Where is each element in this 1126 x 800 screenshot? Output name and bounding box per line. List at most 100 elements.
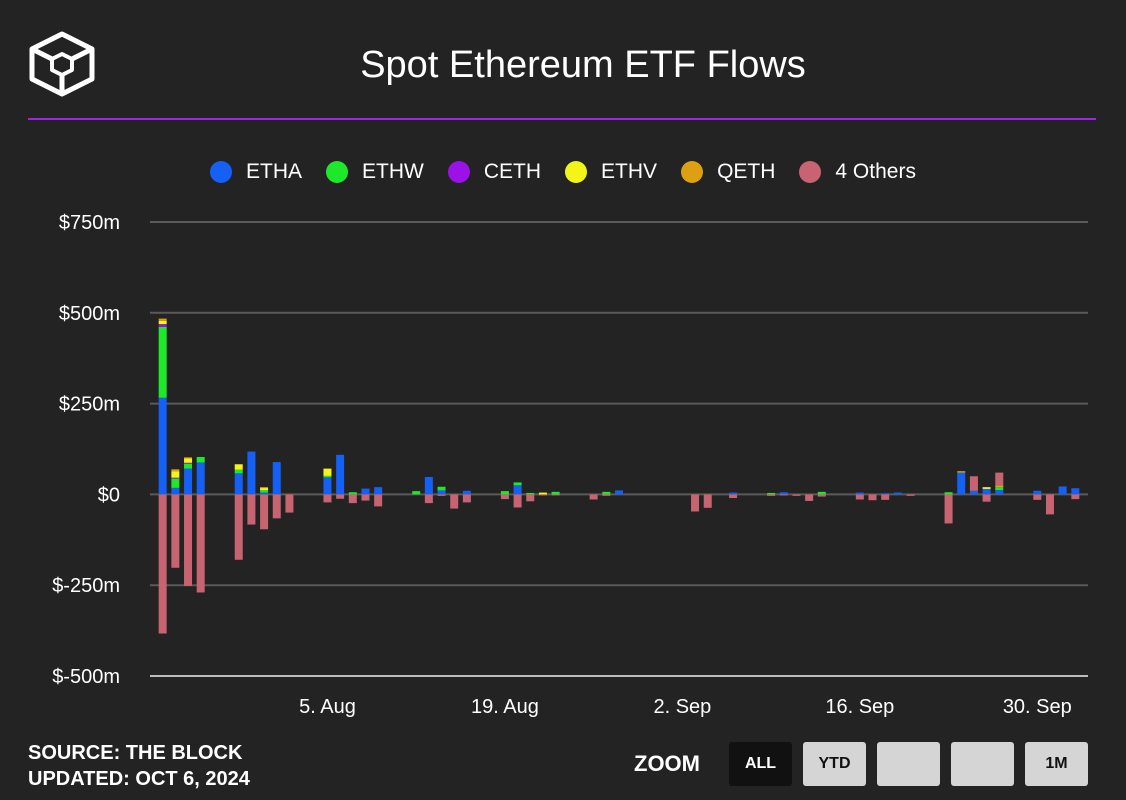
bar-ethv	[323, 468, 332, 476]
bar-4-others	[817, 494, 826, 497]
zoom-1m-button[interactable]: 1M	[1025, 742, 1088, 786]
bar-4-others	[437, 494, 446, 496]
bar-4-others	[767, 494, 776, 496]
bar-etha	[323, 477, 332, 495]
bar-4-others	[158, 494, 167, 634]
bar-4-others	[538, 494, 547, 496]
bar-4-others	[944, 494, 953, 524]
legend-label: CETH	[483, 160, 542, 183]
zoom-ytd-button[interactable]: YTD	[803, 742, 866, 786]
y-tick-label: $750m	[59, 212, 120, 234]
bar-4-others	[602, 494, 611, 496]
bar-etha	[1058, 486, 1067, 495]
bar-etha	[982, 488, 991, 495]
legend-marker	[210, 161, 233, 183]
bar-qeth	[158, 318, 167, 321]
bar-4-others	[272, 494, 281, 519]
bar-etha	[260, 492, 269, 495]
legend-item-etha[interactable]: ETHA	[210, 160, 302, 184]
legend-marker	[326, 161, 349, 183]
bar-etha	[893, 492, 902, 495]
bar-etha	[779, 492, 788, 495]
bar-ethw	[234, 469, 243, 474]
legend-label: 4 Others	[835, 160, 916, 183]
bar-etha	[437, 490, 446, 495]
bar-4-others	[196, 494, 205, 593]
bar-4-others	[1045, 494, 1054, 515]
bar-4-others	[462, 494, 471, 503]
legend-label: ETHV	[601, 160, 658, 183]
bar-etha	[196, 462, 205, 495]
y-tick-label: $0	[98, 484, 120, 506]
bar-ethv	[982, 487, 991, 489]
bar-4-others	[982, 494, 991, 502]
legend-item-ceth[interactable]: CETH	[447, 160, 542, 184]
bar-ethv	[184, 458, 193, 463]
bar-4-others	[551, 494, 560, 496]
zoom-all-button[interactable]: ALL	[729, 742, 792, 786]
bar-ethw	[551, 491, 560, 495]
bar-4-others	[285, 494, 294, 513]
bar-etha	[374, 487, 383, 495]
bar-4-others	[855, 494, 864, 500]
bar-4-others	[779, 494, 788, 496]
bar-qeth	[995, 485, 1004, 488]
legend-item-qeth[interactable]: QETH	[681, 160, 775, 184]
title-divider	[28, 118, 1096, 120]
bar-qeth	[171, 469, 180, 472]
bar-4-others	[513, 494, 522, 508]
bar-ethw	[196, 456, 205, 463]
bar-qeth	[260, 487, 269, 489]
bar-4-others	[589, 494, 598, 500]
bar-ethw	[944, 492, 953, 495]
bar-ethv	[234, 464, 243, 470]
bar-ethv	[538, 492, 547, 495]
bar-ethw	[767, 492, 776, 495]
bar-4-others	[691, 494, 700, 512]
bar-etha	[729, 492, 738, 495]
legend-marker	[447, 161, 470, 183]
bar-qeth	[957, 471, 966, 473]
bar-etha	[336, 454, 345, 495]
zoom-controls: ZOOM ALL YTD 1M	[634, 742, 1088, 786]
zoom-blank-button-2[interactable]	[951, 742, 1014, 786]
legend-item-ethw[interactable]: ETHW	[326, 160, 424, 184]
bar-ethw	[500, 491, 509, 495]
bar-4-others	[805, 494, 814, 501]
updated-text: UPDATED: OCT 6, 2024	[28, 768, 250, 790]
bar-4-others	[729, 494, 738, 499]
legend-label: QETH	[717, 160, 776, 183]
bar-etha	[171, 487, 180, 495]
bar-ceth	[184, 462, 193, 464]
bar-ethw	[184, 463, 193, 469]
bar-4-others	[424, 494, 433, 504]
legend-item-4-others[interactable]: 4 Others	[799, 160, 916, 184]
bar-ethw	[602, 491, 611, 495]
bar-etha	[957, 472, 966, 495]
bar-ethw	[158, 326, 167, 398]
bar-4-others	[260, 494, 269, 530]
bar-ethv	[260, 487, 269, 491]
zoom-blank-button-1[interactable]	[877, 742, 940, 786]
legend-marker	[681, 161, 704, 183]
bar-4-others	[906, 494, 915, 496]
bar-ethw	[817, 491, 826, 495]
bar-4-others	[995, 472, 1004, 486]
bar-4-others	[1071, 494, 1080, 500]
bar-etha	[361, 488, 370, 495]
bar-4-others	[881, 494, 890, 500]
bar-4-others	[969, 476, 978, 491]
bar-ethw	[995, 487, 1004, 491]
bar-etha	[234, 473, 243, 495]
bar-ethw	[348, 492, 357, 495]
legend-item-ethv[interactable]: ETHV	[565, 160, 657, 184]
bar-4-others	[361, 494, 370, 501]
bar-etha	[1033, 490, 1042, 495]
bar-4-others	[323, 494, 332, 503]
y-tick-label: $250m	[59, 394, 120, 416]
bar-4-others	[500, 494, 509, 500]
bar-4-others	[336, 494, 345, 499]
bar-4-others	[247, 494, 256, 525]
y-tick-label: $-500m	[52, 666, 120, 688]
bar-etha	[969, 490, 978, 495]
